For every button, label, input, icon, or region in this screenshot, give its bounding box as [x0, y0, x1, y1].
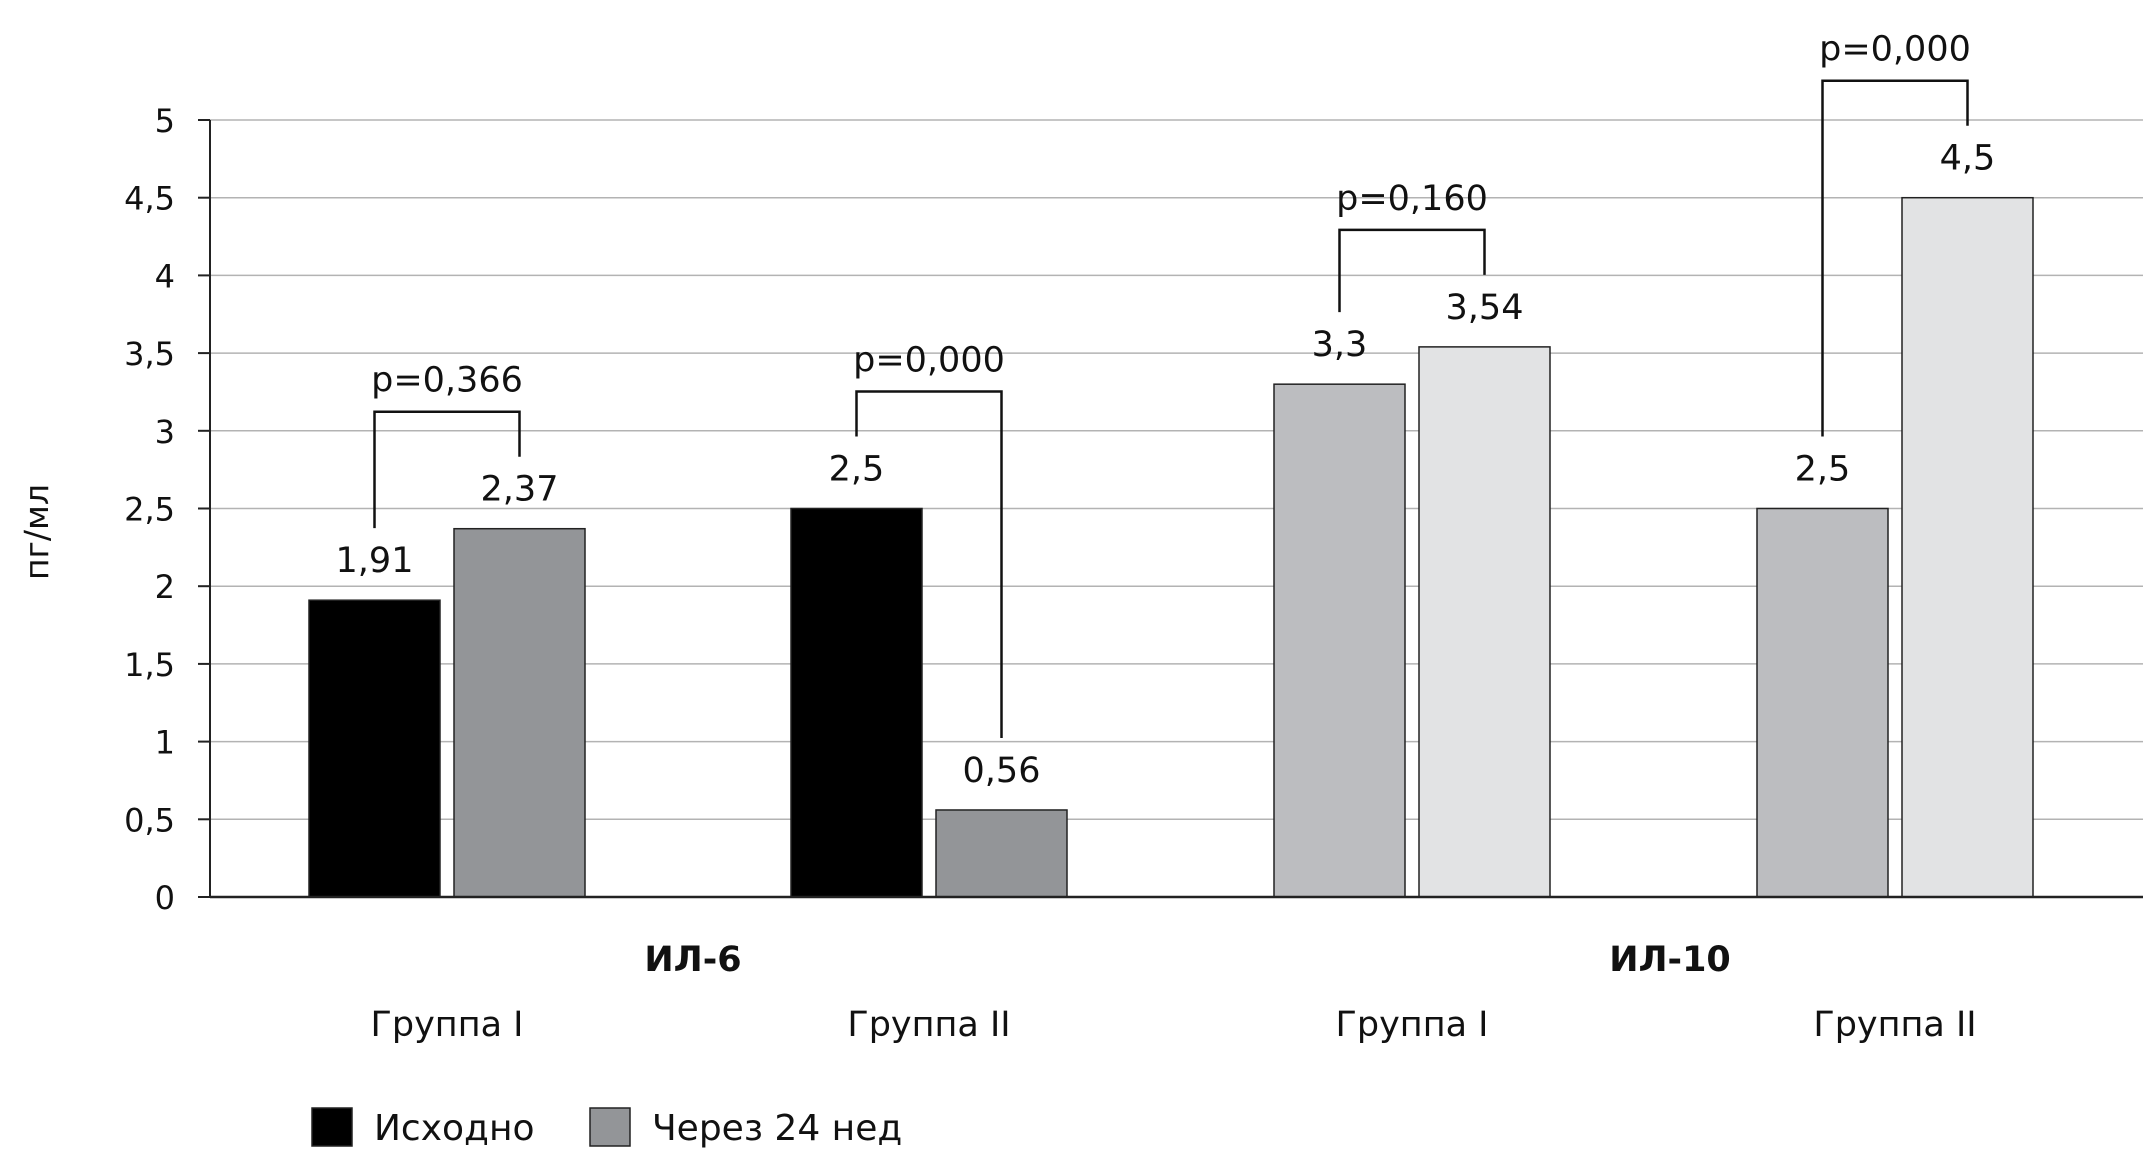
data-label: 0,56: [963, 751, 1041, 791]
p-value-label: p=0,160: [1336, 179, 1488, 219]
data-label: 3,3: [1312, 325, 1368, 365]
bar: [1418, 346, 1551, 898]
y-tick-label: 0: [155, 879, 175, 917]
bars: [308, 196, 2034, 898]
legend-swatch: [589, 1107, 631, 1147]
group-label: Группа I: [1336, 1005, 1489, 1045]
data-label: 2,5: [829, 450, 885, 490]
y-tick-label: 5: [155, 102, 175, 140]
y-tick-label: 0,5: [124, 801, 175, 839]
bar: [1901, 196, 2034, 898]
y-tick-label: 2,5: [124, 491, 175, 529]
significance-bracket: [1821, 79, 1969, 437]
data-label: 1,91: [336, 541, 414, 581]
legend-label: Исходно: [374, 1108, 535, 1149]
bar: [1756, 507, 1889, 898]
legend-swatch: [311, 1107, 353, 1147]
significance-bracket: [1338, 228, 1486, 313]
bar: [308, 599, 441, 898]
y-tick-label: 3,5: [124, 335, 175, 373]
y-tick-label: 4: [155, 257, 175, 295]
axes: [209, 120, 2143, 899]
y-axis-label: пг/мл: [17, 484, 56, 580]
y-tick-label: 1,5: [124, 646, 175, 684]
bar: [935, 809, 1068, 898]
significance-bracket: [373, 410, 521, 529]
y-tick-label: 2: [155, 568, 175, 606]
data-label: 4,5: [1940, 139, 1996, 179]
legend: Исходно Через 24 нед: [311, 1107, 902, 1149]
section-labels: ИЛ-6 ИЛ-10: [644, 940, 1730, 980]
legend-label: Через 24 нед: [652, 1108, 902, 1149]
data-label: 2,37: [481, 470, 559, 510]
significance-bracket: [855, 390, 1003, 738]
bar: [790, 507, 923, 898]
group-label: Группа I: [371, 1005, 524, 1045]
data-label: 3,54: [1446, 288, 1524, 328]
bar: [453, 527, 586, 898]
section-label: ИЛ-6: [644, 940, 741, 980]
data-labels: 1,91 2,37 2,5 0,56 3,3 3,54 2,5 4,5: [336, 139, 1996, 791]
y-tick-label: 1: [155, 724, 175, 762]
p-value-label: p=0,000: [1819, 30, 1971, 70]
group-label: Группа II: [847, 1005, 1010, 1045]
section-label: ИЛ-10: [1609, 940, 1731, 980]
y-tick-label: 4,5: [124, 180, 175, 218]
p-value-label: p=0,366: [371, 361, 523, 401]
bar: [1273, 383, 1406, 898]
y-tick-label: 3: [155, 413, 175, 451]
y-tick-labels: 0 0,5 1 1,5 2 2,5 3 3,5 4 4,5 5: [124, 102, 175, 917]
group-labels: Группа I Группа II Группа I Группа II: [371, 1005, 1977, 1045]
group-label: Группа II: [1813, 1005, 1976, 1045]
p-value-brackets: p=0,366 p=0,000 p=0,160 p=0,000: [371, 30, 1971, 738]
p-value-label: p=0,000: [853, 341, 1005, 381]
data-label: 2,5: [1795, 450, 1851, 490]
